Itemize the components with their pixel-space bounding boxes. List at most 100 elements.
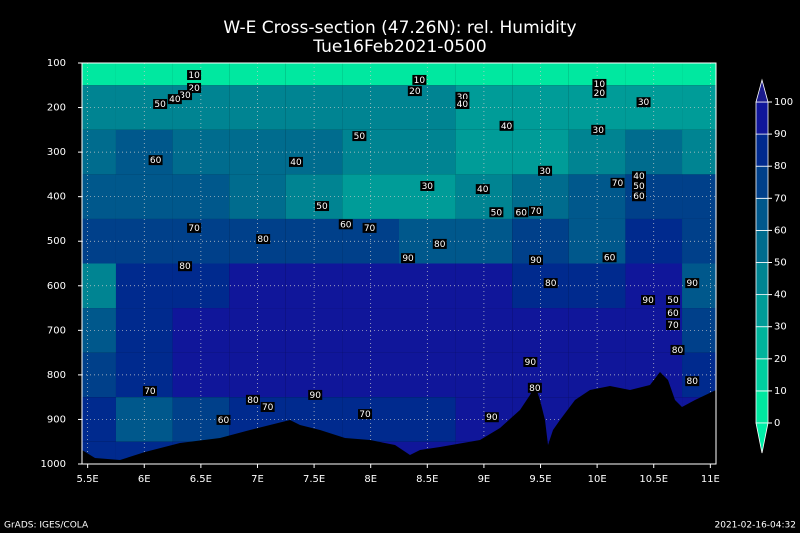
label-box [260, 401, 275, 412]
contour-label: 90 [309, 391, 321, 401]
field-cell [455, 63, 513, 86]
contour-label: 60 [604, 253, 616, 263]
label-box [543, 278, 558, 289]
contour-label: 90 [642, 296, 654, 306]
x-tick-label: 10.5E [639, 474, 668, 485]
contour-label: 60 [667, 309, 679, 319]
field-cell [342, 63, 399, 86]
x-tick-label: 11E [701, 474, 720, 485]
contour-label: 60 [340, 220, 352, 230]
colorbar-label: 40 [774, 290, 787, 301]
label-box [412, 74, 427, 85]
field-cell [172, 308, 230, 353]
label-box [187, 222, 202, 233]
contour-label: 80 [545, 279, 557, 289]
contour-label: 80 [672, 346, 684, 356]
label-box [432, 238, 447, 249]
label-box [245, 394, 260, 405]
contour-label: 50 [354, 132, 366, 142]
label-box [178, 90, 193, 101]
contour-label: 70 [359, 410, 371, 420]
contour-label: 90 [525, 358, 537, 368]
y-tick-label: 1000 [41, 459, 66, 470]
label-box [167, 94, 182, 105]
colorbar-label: 80 [774, 161, 787, 172]
x-tick-label: 7.5E [303, 474, 325, 485]
contour-label: 40 [290, 158, 302, 168]
contour-label: 60 [633, 192, 645, 202]
label-box [153, 98, 168, 109]
contour-label: 40 [501, 122, 513, 132]
y-tick-label: 500 [47, 236, 66, 247]
contour-label: 60 [218, 416, 230, 426]
label-box [187, 70, 202, 81]
field-cell [229, 63, 286, 86]
contour-label: 90 [686, 279, 698, 289]
contour-label: 40 [477, 185, 489, 195]
colorbar-segment [755, 262, 769, 295]
label-box [665, 319, 680, 330]
contour-label: 70 [530, 207, 542, 217]
label-box [362, 222, 377, 233]
label-box [475, 184, 490, 195]
field-cell [82, 63, 116, 86]
x-tick-label: 8.5E [416, 474, 438, 485]
label-box [602, 252, 617, 263]
label-box [632, 180, 647, 191]
field-cell [682, 63, 716, 86]
axes: 5.5E 6E 6.5E 7E 7.5E 8E 8.5E 9E 9.5E 10E 10.5E 11E 1… [41, 58, 720, 485]
x-tick-label: 6E [138, 474, 151, 485]
label-box [665, 307, 680, 318]
field-cell [625, 218, 683, 264]
contour-label: 50 [316, 202, 328, 212]
label-box [685, 376, 700, 387]
contour-label: 40 [633, 172, 645, 182]
contour-label: 20 [188, 84, 200, 94]
contour-label: 20 [594, 89, 606, 99]
field-cell [229, 174, 286, 219]
contour-label: 20 [409, 87, 421, 97]
label-box [338, 219, 353, 230]
x-tick-label: 9.5E [529, 474, 551, 485]
label-box [685, 278, 700, 289]
label-box [455, 98, 470, 109]
label-box [632, 171, 647, 182]
contour-label: 30 [457, 93, 469, 103]
contour-label: 50 [154, 100, 166, 110]
label-box [484, 412, 499, 423]
contour-label: 80 [686, 377, 698, 387]
label-box [352, 131, 367, 142]
contour-label: 90 [530, 256, 542, 266]
colorbar-segment [755, 326, 769, 360]
label-box [591, 124, 606, 135]
label-box [528, 205, 543, 216]
field-cell [512, 263, 569, 309]
contour-label: 10 [414, 76, 426, 86]
contour-field [82, 63, 716, 464]
field-cell [229, 308, 286, 353]
colorbar-under [755, 422, 769, 454]
y-tick-label: 300 [47, 147, 66, 158]
contour-label: 80 [434, 240, 446, 250]
field-cell [455, 263, 513, 309]
label-box [527, 382, 542, 393]
label-box [308, 389, 323, 400]
colorbar-label: 60 [774, 225, 787, 236]
label-box [610, 177, 625, 188]
contour-label: 80 [257, 235, 269, 245]
field-cell [399, 63, 456, 86]
colorbar-segment [755, 358, 769, 392]
contour-label: 30 [593, 126, 605, 136]
colorbar-segment [755, 294, 769, 328]
contour-label: 70 [364, 224, 376, 234]
contour-label: 30 [179, 91, 191, 101]
colorbar-label: 0 [774, 418, 780, 429]
label-box [670, 344, 685, 355]
colorbar-segment [755, 390, 769, 424]
contour-label: 50 [667, 296, 679, 306]
contour-label: 50 [633, 182, 645, 192]
field-cell [115, 263, 173, 309]
contour-label: 60 [516, 208, 528, 218]
colorbar-segment [755, 133, 769, 167]
